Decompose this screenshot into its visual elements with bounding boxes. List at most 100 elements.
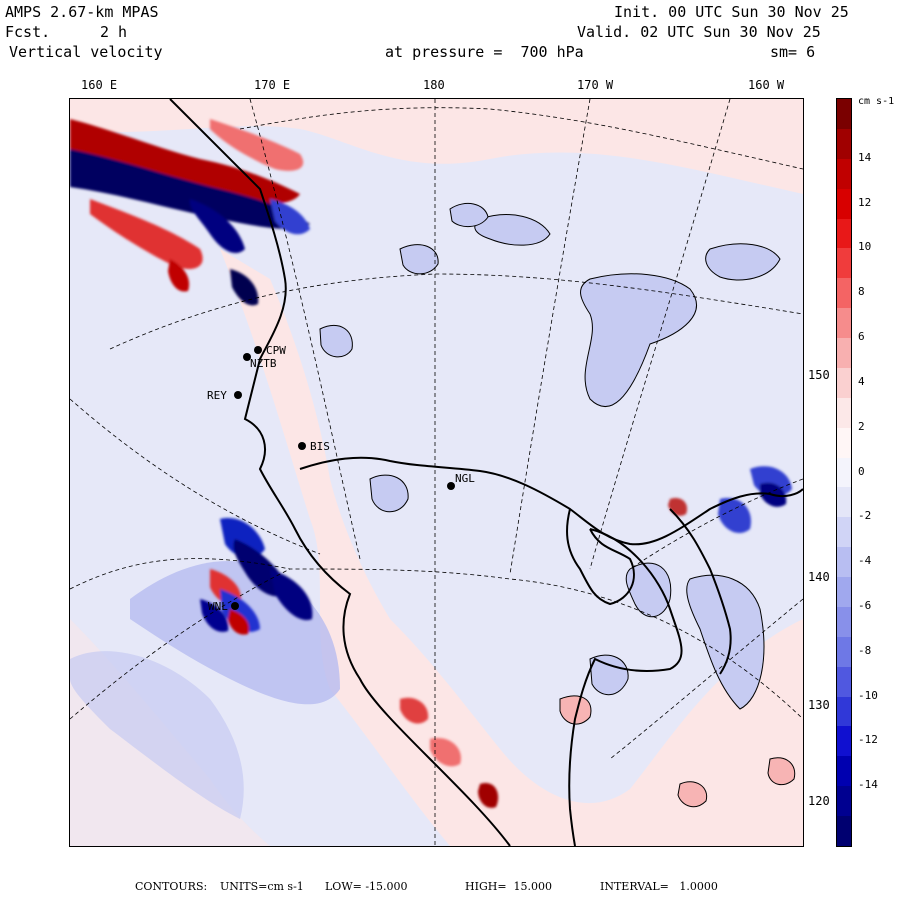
- wave-region-lower: [200, 518, 313, 635]
- station-wnl-label: WNL: [208, 600, 228, 613]
- lon-label-180: 180: [423, 78, 445, 92]
- colorbar: [836, 98, 852, 847]
- colorbar-segment: [837, 427, 851, 459]
- positive-blob-2: [677, 781, 708, 808]
- strong-wave-region: [70, 119, 310, 306]
- footer-contours: CONTOURS:: [135, 880, 208, 893]
- colorbar-segment: [837, 696, 851, 727]
- forecast-value: 2 h: [100, 23, 128, 41]
- negative-lobe-5: [625, 562, 672, 617]
- colorbar-segment: [837, 218, 851, 249]
- colorbar-tick-label: 4: [858, 374, 865, 388]
- coastline: [169, 99, 511, 846]
- wave-region-south: [400, 697, 499, 808]
- colorbar-tick-label: 10: [858, 240, 872, 254]
- negative-lobe-10: [319, 324, 353, 358]
- colorbar-tick-label: -2: [858, 509, 872, 523]
- colorbar-segment: [837, 457, 851, 488]
- colorbar-segment: [837, 188, 851, 219]
- stations: CPW NZTB REY BIS NGL WNL: [207, 344, 475, 613]
- colorbar-tick-label: -12: [858, 733, 878, 747]
- forecast-label: Fcst.: [5, 23, 51, 41]
- graticule: [70, 99, 803, 846]
- negative-lobe-6: [686, 574, 765, 710]
- lon-label-170e: 170 E: [254, 78, 291, 92]
- colorbar-tick-label: 8: [858, 285, 865, 299]
- footer-low: LOW= -15.000: [325, 880, 408, 893]
- lon-label-170w: 170 W: [577, 78, 614, 92]
- lat-label-140w: 140 W: [808, 570, 845, 584]
- colorbar-segment: [837, 397, 851, 429]
- negative-lobe-9: [369, 474, 409, 513]
- footer-units: UNITS=cm s-1: [220, 880, 304, 893]
- negative-lobe-4: [449, 202, 489, 227]
- colorbar-segment: [837, 338, 851, 369]
- colorbar-segment: [837, 278, 851, 309]
- colorbar-tick-label: -14: [858, 778, 878, 792]
- map-canvas: CPW NZTB REY BIS NGL WNL: [70, 99, 803, 846]
- station-nztb-marker[interactable]: [243, 353, 251, 361]
- station-ngl-marker[interactable]: [447, 482, 455, 490]
- negative-lobe-8: [399, 244, 439, 275]
- colorbar-segment: [837, 786, 851, 817]
- ice-shelf-east: [669, 508, 732, 675]
- colorbar-segment: [837, 636, 851, 668]
- model-title: AMPS 2.67-km MPAS: [5, 3, 159, 21]
- colorbar-tick-label: 6: [858, 330, 865, 344]
- negative-lobe-1: [474, 214, 551, 246]
- colorbar-segment: [837, 99, 851, 130]
- negative-lobe-3: [705, 243, 781, 281]
- lat-label-150w: 150 W: [808, 368, 845, 382]
- grounding-line: [566, 508, 683, 846]
- vertical-velocity-map[interactable]: CPW NZTB REY BIS NGL WNL: [69, 98, 804, 847]
- colorbar-segment: [837, 726, 851, 757]
- colorbar-segment: [837, 547, 851, 578]
- station-bis-marker[interactable]: [298, 442, 306, 450]
- positive-blob-1: [559, 695, 592, 725]
- colorbar-segment: [837, 128, 851, 160]
- colorbar-segment: [837, 308, 851, 339]
- colorbar-tick-label: -8: [858, 643, 872, 657]
- colorbar-segment: [837, 367, 851, 399]
- field-name: Vertical velocity: [9, 43, 163, 61]
- colorbar-tick-label: -4: [858, 554, 872, 568]
- colorbar-tick-label: 0: [858, 464, 865, 478]
- valid-time: Valid. 02 UTC Sun 30 Nov 25: [577, 23, 821, 41]
- station-wnl-marker[interactable]: [231, 602, 239, 610]
- lat-label-120w: 120 W: [808, 794, 845, 808]
- pressure-level: at pressure = 700 hPa: [385, 43, 584, 61]
- footer-interval: INTERVAL= 1.0000: [600, 880, 718, 893]
- station-bis-label: BIS: [310, 440, 330, 453]
- station-ngl-label: NGL: [455, 472, 475, 485]
- smoothing-value: sm= 6: [770, 43, 816, 61]
- init-time: Init. 00 UTC Sun 30 Nov 25: [614, 3, 849, 21]
- lat-label-130w: 130 W: [808, 698, 845, 712]
- colorbar-tick-label: 2: [858, 419, 865, 433]
- station-rey-marker[interactable]: [234, 391, 242, 399]
- station-cpw-marker[interactable]: [254, 346, 262, 354]
- lon-label-160w: 160 W: [748, 78, 785, 92]
- colorbar-segment: [837, 158, 851, 190]
- negative-field-sw-2: [70, 651, 244, 819]
- colorbar-segment: [837, 666, 851, 698]
- station-rey-label: REY: [207, 389, 227, 402]
- colorbar-unit: cm s-1: [858, 96, 895, 107]
- colorbar-segment: [837, 517, 851, 548]
- station-cpw-label: CPW: [266, 344, 286, 357]
- colorbar-tick-label: -10: [858, 688, 878, 702]
- colorbar-segment: [837, 487, 851, 518]
- ross-ice-shelf-edge: [299, 456, 803, 546]
- lon-label-160e: 160 E: [81, 78, 118, 92]
- station-nztb-label: NZTB: [250, 357, 277, 370]
- negative-lobe-7: [589, 654, 629, 696]
- positive-blob-3: [767, 757, 796, 786]
- positive-field-coast: [220, 249, 803, 846]
- colorbar-segment: [837, 248, 851, 279]
- colorbar-segment: [837, 816, 851, 847]
- colorbar-tick-label: 14: [858, 150, 872, 164]
- colorbar-tick-label: -6: [858, 598, 872, 612]
- footer-high: HIGH= 15.000: [465, 880, 553, 893]
- colorbar-tick-label: 12: [858, 195, 872, 209]
- colorbar-segment: [837, 606, 851, 638]
- colorbar-segment: [837, 577, 851, 608]
